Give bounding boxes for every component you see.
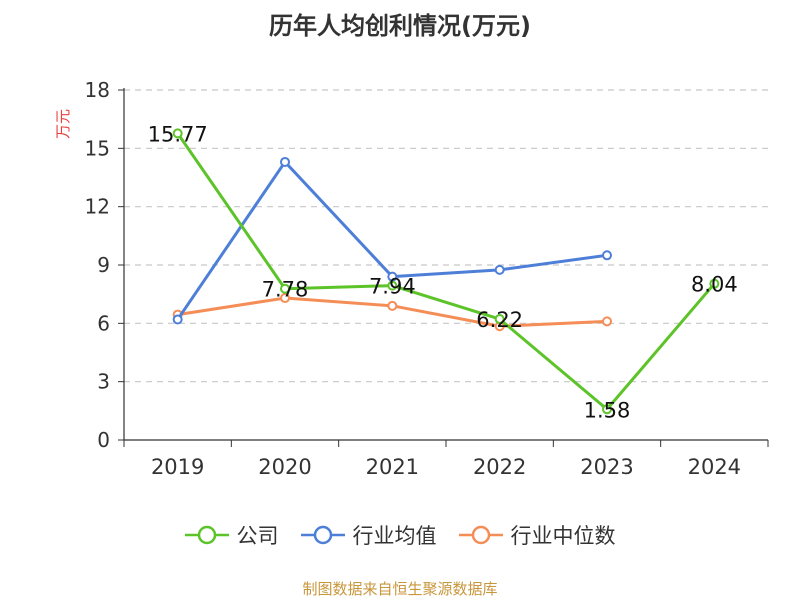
y-tick-label: 18 [85,78,110,102]
x-tick-label: 2020 [258,455,311,479]
data-point [602,404,612,415]
data-point [172,314,183,325]
x-tick-label: 2021 [366,455,419,479]
x-tick-label: 2019 [151,455,204,479]
data-point [280,293,290,304]
data-point [709,278,720,289]
data-label: 7.94 [369,275,416,299]
x-tick-label: 2024 [688,455,741,479]
data-point [494,264,505,275]
legend-label-industry-median: 行业中位数 [510,524,616,548]
x-tick-label: 2023 [580,455,633,479]
data-label: 1.58 [584,398,631,422]
data-point [387,280,398,291]
data-label: 8.04 [691,273,738,297]
data-point [602,250,612,261]
chart-title: 历年人均创利情况(万元) [269,12,531,40]
y-axis-label: 万元 [54,109,72,139]
legend-item-industry-median[interactable]: 行业中位数 [458,520,616,550]
y-tick-label: 12 [85,195,110,219]
data-point [602,316,612,327]
data-label: 7.78 [262,278,309,302]
y-tick-label: 3 [97,370,110,394]
data-point [280,156,290,167]
data-point [387,300,398,311]
y-tick-label: 0 [97,428,110,452]
legend-label-company: 公司 [236,524,279,548]
data-point [172,128,183,139]
y-tick-label: 9 [97,253,110,277]
data-point [280,283,290,294]
legend-item-company[interactable]: 公司 [184,520,279,550]
legend-marker-industry-mean [300,525,345,545]
legend: 公司 行业均值 行业中位数 [0,520,800,550]
y-tick-label: 15 [85,136,110,160]
source-note: 制图数据来自恒生聚源数据库 [302,580,498,598]
legend-marker-company [184,525,229,545]
data-label: 15.77 [148,122,208,146]
legend-item-industry-mean[interactable]: 行业均值 [300,520,437,550]
series-line [176,132,716,411]
legend-label-industry-mean: 行业均值 [352,524,437,548]
data-point [494,314,505,325]
y-tick-label: 6 [97,311,110,335]
legend-marker-industry-median [458,525,503,545]
data-label: 6.22 [476,308,523,332]
x-tick-label: 2022 [473,455,526,479]
